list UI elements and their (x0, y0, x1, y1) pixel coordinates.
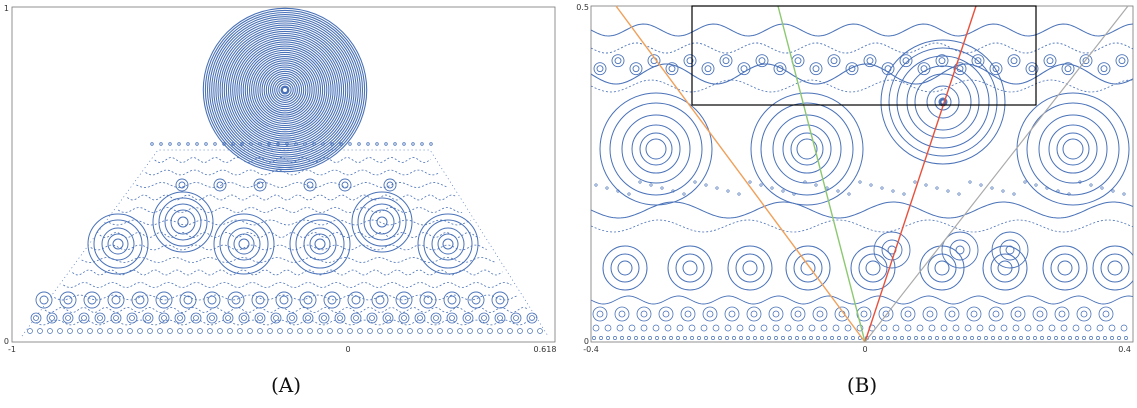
panel-b-xtick-mid: 0 (862, 345, 867, 354)
panel-a-xtick-right: 0.618 (534, 345, 557, 354)
panel-a-xtick-mid: 0 (345, 345, 350, 354)
panel-b: 0.5 0 -0.4 0 0.4 (B) (576, 3, 1137, 397)
panel-b-frame (591, 6, 1133, 342)
panel-a-caption: (A) (271, 373, 301, 397)
panel-a-ytick-top: 1 (4, 4, 9, 13)
panel-b-caption: (B) (847, 373, 877, 397)
panel-a: 1 0 -1 0 0.618 (A) (4, 4, 557, 397)
panel-b-xtick-left: -0.4 (583, 345, 599, 354)
panel-a-xtick-left: -1 (8, 345, 16, 354)
panel-b-ytick-top: 0.5 (576, 3, 589, 12)
panel-b-xtick-right: 0.4 (1118, 345, 1131, 354)
